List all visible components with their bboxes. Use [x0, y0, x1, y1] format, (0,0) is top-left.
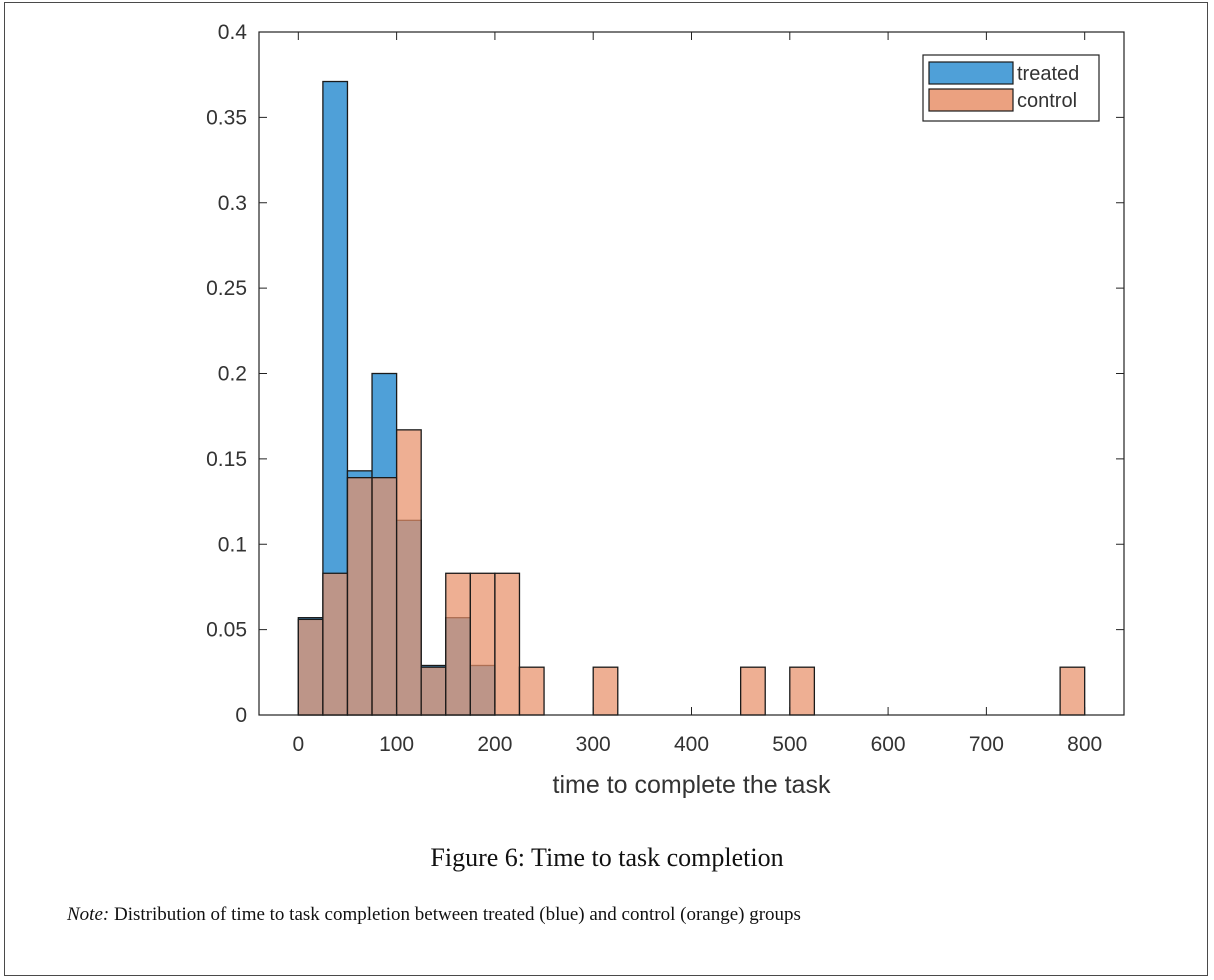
figure-caption: Figure 6: Time to task completion	[430, 843, 784, 872]
x-tick-label: 0	[292, 733, 304, 756]
x-tick-label: 300	[576, 733, 611, 756]
histogram-bar-control	[592, 666, 619, 716]
x-axis-label: time to complete the task	[553, 771, 831, 799]
legend-swatch-treated	[928, 61, 1014, 85]
note-text: Distribution of time to task completion …	[109, 904, 801, 925]
histogram-bar-control	[518, 666, 545, 716]
histogram-bar-control	[1059, 666, 1086, 716]
x-tick-label: 200	[477, 733, 512, 756]
histogram-bar-control	[789, 666, 816, 716]
histogram-bar-control	[297, 618, 324, 716]
histogram-bar-control	[445, 572, 471, 716]
histogram-bar-control	[371, 477, 398, 716]
histogram-bar-control	[346, 477, 373, 716]
histogram-bar-control	[395, 429, 422, 716]
histogram-bar-control	[739, 666, 766, 716]
note-label: Note:	[67, 904, 110, 925]
legend-label-treated: treated	[1017, 63, 1079, 85]
x-tick-label: 100	[379, 733, 414, 756]
y-tick-label: 0	[235, 704, 247, 727]
histogram-bar-control	[322, 572, 349, 716]
y-tick-label: 0.15	[206, 448, 247, 471]
figure-frame	[4, 2, 1208, 976]
legend-label-control: control	[1017, 90, 1077, 112]
x-tick-label: 400	[674, 733, 709, 756]
x-tick-label: 800	[1067, 733, 1102, 756]
y-tick-label: 0.05	[206, 619, 247, 642]
x-tick-label: 600	[871, 733, 906, 756]
y-tick-label: 0.4	[218, 21, 248, 44]
figure-note: Note: Distribution of time to task compl…	[67, 904, 801, 926]
y-tick-label: 0.2	[218, 363, 247, 386]
y-tick-label: 0.1	[218, 533, 247, 556]
y-tick-label: 0.35	[206, 106, 247, 129]
histogram-bar-control	[494, 572, 521, 716]
x-tick-label: 500	[772, 733, 807, 756]
histogram-bar-control	[420, 666, 447, 716]
legend-swatch-control	[928, 88, 1014, 112]
histogram-bar-control	[469, 572, 496, 716]
histogram-chart: 0 100 200 300 400 500 600 700 800 0 0.05 0.1 0.15 0.2…	[206, 21, 1125, 799]
y-tick-label: 0.25	[206, 277, 247, 300]
y-tick-label: 0.3	[218, 192, 247, 215]
x-tick-label: 700	[969, 733, 1004, 756]
